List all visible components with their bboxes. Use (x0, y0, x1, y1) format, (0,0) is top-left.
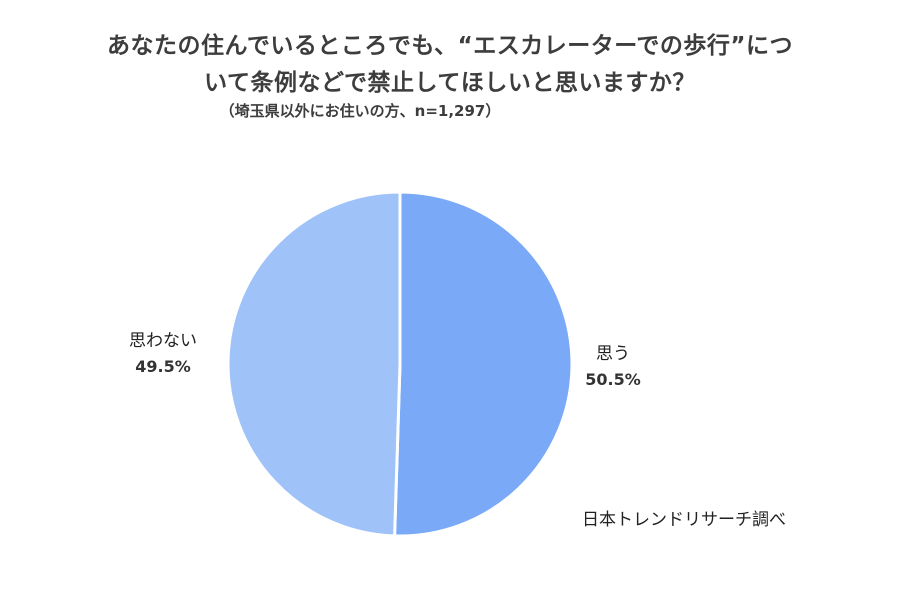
chart-title-line-2: いて条例などで禁止してほしいと思いますか？ (204, 70, 696, 96)
chart-title-line-1: あなたの住んでいるところでも、“エスカレーターでの歩行”につ (106, 33, 793, 59)
pie-slice-omou (393, 190, 574, 538)
slice-value-omowanai: 49.5% (135, 357, 191, 376)
slice-label-omowanai: 思わない (129, 331, 197, 351)
slice-label-omou: 思う (596, 344, 630, 364)
source-credit: 日本トレンドリサーチ調べ (582, 510, 786, 530)
pie-slice-omowanai (226, 190, 402, 538)
chart-subtitle: （埼玉県以外にお住いの方、n=1,297） (219, 102, 501, 120)
slice-value-omou: 50.5% (585, 370, 641, 389)
